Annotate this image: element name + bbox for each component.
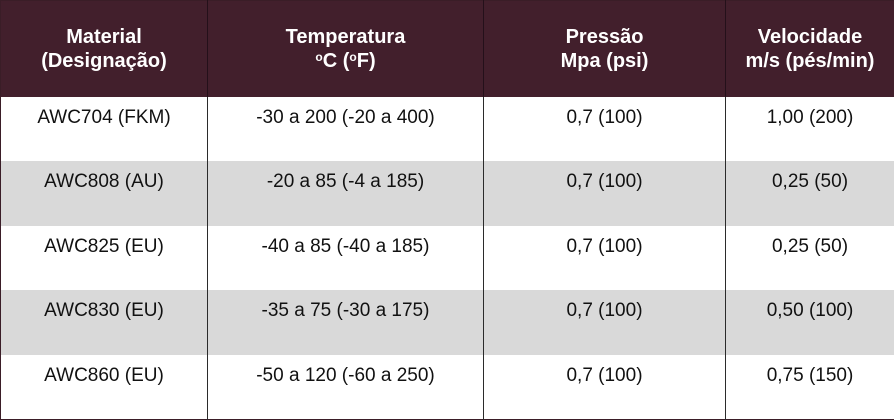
degree-sign-celsius: o	[315, 50, 322, 64]
header-pressure-line1: Pressão	[490, 25, 719, 49]
cell-pressure: 0,7 (100)	[484, 290, 726, 355]
table-row: AWC825 (EU) -40 a 85 (-40 a 185) 0,7 (10…	[1, 226, 894, 291]
header-material-line1: Material	[7, 25, 201, 49]
cell-material: AWC830 (EU)	[1, 290, 208, 355]
header-material: Material (Designação)	[1, 1, 208, 97]
cell-pressure: 0,7 (100)	[484, 97, 726, 162]
header-material-line2: (Designação)	[7, 49, 201, 73]
header-pressure-line2: Mpa (psi)	[490, 49, 719, 73]
cell-temperature: -20 a 85 (-4 a 185)	[208, 161, 484, 226]
cell-temperature: -35 a 75 (-30 a 175)	[208, 290, 484, 355]
table-body: AWC704 (FKM) -30 a 200 (-20 a 400) 0,7 (…	[1, 97, 894, 420]
cell-velocity: 0,25 (50)	[726, 161, 894, 226]
cell-pressure: 0,7 (100)	[484, 355, 726, 420]
table-row: AWC860 (EU) -50 a 120 (-60 a 250) 0,7 (1…	[1, 355, 894, 420]
cell-pressure: 0,7 (100)	[484, 161, 726, 226]
cell-velocity: 0,25 (50)	[726, 226, 894, 291]
cell-temperature: -30 a 200 (-20 a 400)	[208, 97, 484, 162]
header-row: Material (Designação) Temperatura oC (oF…	[1, 1, 894, 97]
header-velocity-line1: Velocidade	[732, 25, 888, 49]
cell-material: AWC825 (EU)	[1, 226, 208, 291]
header-temperature-line2: oC (oF)	[214, 49, 477, 73]
header-velocity: Velocidade m/s (pés/min)	[726, 1, 894, 97]
table-header: Material (Designação) Temperatura oC (oF…	[1, 1, 894, 97]
table-row: AWC808 (AU) -20 a 85 (-4 a 185) 0,7 (100…	[1, 161, 894, 226]
cell-velocity: 0,50 (100)	[726, 290, 894, 355]
cell-material: AWC808 (AU)	[1, 161, 208, 226]
cell-material: AWC860 (EU)	[1, 355, 208, 420]
cell-temperature: -50 a 120 (-60 a 250)	[208, 355, 484, 420]
header-velocity-line2: m/s (pés/min)	[732, 49, 888, 73]
table-row: AWC704 (FKM) -30 a 200 (-20 a 400) 0,7 (…	[1, 97, 894, 162]
header-temperature-line1: Temperatura	[214, 25, 477, 49]
cell-velocity: 0,75 (150)	[726, 355, 894, 420]
degree-sign-fahrenheit: o	[349, 50, 356, 64]
header-pressure: Pressão Mpa (psi)	[484, 1, 726, 97]
header-temperature-unit-f: F)	[357, 50, 376, 72]
header-temperature: Temperatura oC (oF)	[208, 1, 484, 97]
cell-temperature: -40 a 85 (-40 a 185)	[208, 226, 484, 291]
cell-velocity: 1,00 (200)	[726, 97, 894, 162]
table-row: AWC830 (EU) -35 a 75 (-30 a 175) 0,7 (10…	[1, 290, 894, 355]
cell-material: AWC704 (FKM)	[1, 97, 208, 162]
header-temperature-unit-c: C (	[323, 50, 350, 72]
cell-pressure: 0,7 (100)	[484, 226, 726, 291]
